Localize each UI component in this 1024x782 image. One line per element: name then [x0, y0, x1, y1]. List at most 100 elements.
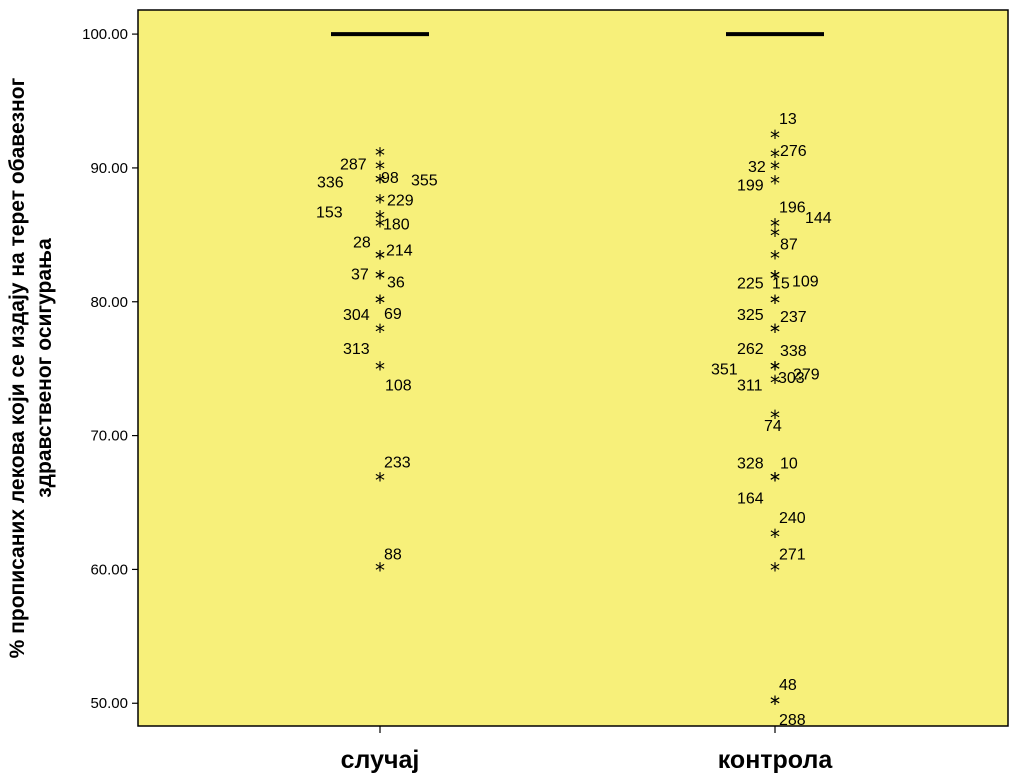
outlier-point: * [375, 170, 385, 194]
y-axis: 100.00 90.00 80.00 70.00 60.00 50.00 [82, 26, 138, 712]
outlier-label: 276 [780, 143, 807, 160]
outlier-label: 32 [748, 159, 766, 176]
outlier-label: 98 [381, 170, 399, 187]
outlier-point: * [770, 291, 780, 315]
outlier-point: * [770, 320, 780, 344]
outlier-point: * [375, 157, 385, 181]
outlier-point: * [770, 558, 780, 582]
outlier-point: * [770, 320, 780, 344]
outlier-label: 304 [343, 307, 370, 324]
outlier-label: 36 [387, 275, 405, 292]
outlier-label: 325 [737, 307, 764, 324]
x-tick-label: контрола [718, 746, 834, 774]
outlier-point: * [375, 190, 385, 214]
outlier-point: * [375, 267, 385, 291]
outlier-point: * [375, 144, 385, 168]
outlier-label: 288 [779, 712, 806, 729]
plot-area [137, 9, 1009, 727]
outlier-point: * [770, 358, 780, 382]
chart-marks: *287 *98*336 * 355* 229*153*180*28* 214*37 * 36… [316, 32, 832, 729]
outlier-label: 240 [779, 510, 806, 527]
outlier-point: * [770, 214, 780, 238]
outlier-label: 311 [737, 378, 763, 395]
outlier-point: * [770, 358, 780, 382]
outlier-point: * [770, 224, 780, 248]
outlier-point: * [375, 469, 385, 493]
outlier-point: * [375, 247, 385, 271]
outlier-label: 108 [385, 378, 412, 395]
y-tick-label: 90.00 [90, 160, 128, 177]
outlier-label: 355 [411, 172, 438, 189]
outlier-point: * [375, 291, 385, 315]
outlier-point: * [770, 291, 780, 315]
outlier-point: * [375, 170, 385, 194]
y-tick-label: 100.00 [82, 26, 128, 43]
outlier-label: 338 [780, 343, 807, 360]
outlier-label: 214 [386, 243, 413, 260]
outlier-label: 303 [778, 370, 805, 387]
outlier-point: * [770, 157, 780, 181]
outlier-point: * [770, 126, 780, 150]
x-tick-label: случај [341, 746, 420, 774]
outlier-label: 74 [764, 418, 782, 435]
outlier-point: * [770, 469, 780, 493]
outlier-label: 144 [805, 210, 832, 227]
outlier-point: * [375, 206, 385, 230]
outlier-label: 153 [316, 204, 343, 221]
outlier-point: * [770, 267, 780, 291]
outlier-label: 69 [384, 306, 402, 323]
outlier-point: * [375, 320, 385, 344]
outlier-point: * [770, 406, 780, 430]
outlier-label: 229 [387, 192, 414, 209]
outlier-point: * [770, 469, 780, 493]
outlier-label: 180 [383, 216, 410, 233]
outlier-label: 351 [711, 362, 738, 379]
outlier-point: * [770, 358, 780, 382]
outlier-label: 10 [780, 456, 798, 473]
outlier-label: 109 [792, 274, 819, 291]
outlier-label: 237 [780, 309, 807, 326]
outlier-label: 199 [737, 178, 764, 195]
outlier-point: * [770, 371, 780, 395]
outlier-label: 279 [793, 367, 820, 384]
outlier-point: * [770, 267, 780, 291]
outlier-label: 233 [384, 455, 411, 472]
outlier-label: 13 [779, 111, 797, 128]
x-axis: случај контрола [341, 726, 834, 774]
y-axis-label-line1: % прописаних лекова који се издају на те… [6, 77, 29, 658]
outlier-point: * [770, 267, 780, 291]
outlier-label: 328 [737, 456, 764, 473]
outlier-label: 271 [779, 546, 806, 563]
outlier-label: 164 [737, 491, 764, 508]
outlier-label: 48 [779, 677, 797, 694]
outlier-point: * [770, 525, 780, 549]
outlier-label: 28 [353, 235, 371, 252]
outlier-label: 225 [737, 276, 764, 293]
outlier-label: 15 [772, 276, 790, 293]
outlier-point: * [375, 558, 385, 582]
outlier-label: 313 [343, 341, 370, 358]
outlier-label: 88 [384, 546, 402, 563]
outlier-label: 37 [351, 267, 369, 284]
outlier-point: * [770, 172, 780, 196]
outlier-point: * [375, 267, 385, 291]
outlier-label: 196 [779, 199, 806, 216]
y-tick-label: 60.00 [90, 561, 128, 578]
y-tick-label: 80.00 [90, 294, 128, 311]
outlier-label: 262 [737, 341, 764, 358]
y-axis-label-line2: здравственог осигурања [33, 238, 56, 498]
outlier-point: * [375, 358, 385, 382]
outlier-point: * [375, 214, 385, 238]
y-tick-label: 50.00 [90, 695, 128, 712]
y-tick-label: 70.00 [90, 428, 128, 445]
outlier-point: * [375, 291, 385, 315]
outlier-point: * [770, 692, 780, 716]
outlier-point: * [770, 469, 780, 493]
outlier-label: 336 [317, 174, 344, 191]
outlier-point: * [770, 247, 780, 271]
outlier-point: * [770, 145, 780, 169]
outlier-label: 87 [780, 237, 798, 254]
outlier-point: * [770, 692, 780, 716]
outlier-label: 287 [340, 157, 367, 174]
